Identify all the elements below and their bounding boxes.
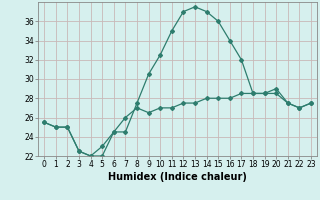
X-axis label: Humidex (Indice chaleur): Humidex (Indice chaleur) [108, 172, 247, 182]
